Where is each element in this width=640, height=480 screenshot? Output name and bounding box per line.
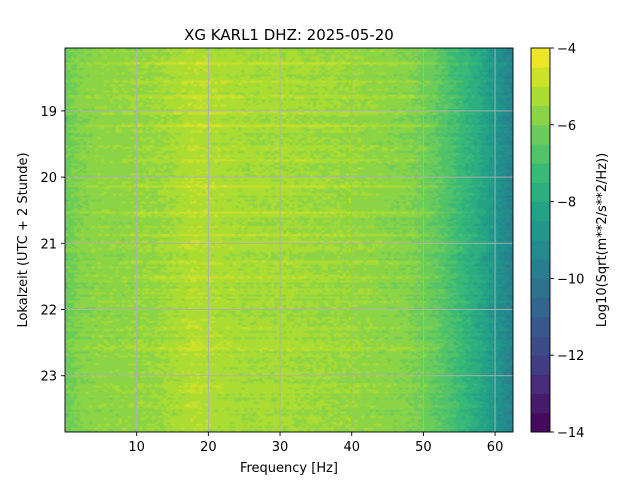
x-tick-label: 30 bbox=[272, 440, 289, 455]
chart-title: XG KARL1 DHZ: 2025-05-20 bbox=[184, 26, 394, 44]
colorbar-frame bbox=[530, 47, 551, 433]
x-tick-label: 40 bbox=[343, 440, 360, 455]
colorbar-tick-label: −12 bbox=[557, 349, 584, 364]
colorbar-level bbox=[531, 163, 550, 183]
x-axis-label: Frequency [Hz] bbox=[240, 461, 338, 476]
colorbar-label: Log10(Sqrt(m**2/s**2/Hz)) bbox=[595, 153, 610, 327]
colorbar-level bbox=[531, 220, 550, 241]
x-tick-label: 60 bbox=[487, 440, 504, 455]
y-axis-ticks: 19 20 21 22 23 bbox=[40, 105, 65, 385]
colorbar-level bbox=[531, 393, 550, 414]
colorbar-level bbox=[531, 259, 550, 279]
colorbar-level bbox=[531, 86, 550, 107]
y-axis-label: Lokalzeit (UTC + 2 Stunde) bbox=[16, 152, 31, 327]
colorbar-tick-label: −14 bbox=[557, 426, 584, 441]
colorbar-level bbox=[531, 278, 550, 299]
colorbar bbox=[531, 48, 550, 433]
colorbar-level bbox=[531, 297, 550, 318]
colorbar-level bbox=[531, 48, 550, 68]
colorbar-tick-label: −10 bbox=[557, 272, 584, 287]
x-tick-label: 20 bbox=[200, 440, 217, 455]
colorbar-level bbox=[531, 412, 550, 433]
colorbar-tick-label: −4 bbox=[557, 42, 576, 57]
colorbar-level bbox=[531, 240, 550, 260]
colorbar-ticks: −4 −6 −8 −10 −12 −14 bbox=[550, 42, 584, 441]
x-tick-label: 10 bbox=[128, 440, 145, 455]
colorbar-level bbox=[531, 374, 550, 395]
heatmap-area bbox=[65, 48, 513, 432]
colorbar-level bbox=[531, 182, 550, 203]
plot-frame bbox=[64, 47, 514, 433]
colorbar-level bbox=[531, 201, 550, 222]
colorbar-level bbox=[531, 355, 550, 375]
y-tick-label: 20 bbox=[40, 171, 57, 186]
y-tick-label: 19 bbox=[40, 105, 57, 120]
colorbar-level bbox=[531, 316, 550, 337]
colorbar-level bbox=[531, 105, 550, 126]
x-axis-ticks: 10 20 30 40 50 60 bbox=[128, 432, 503, 455]
colorbar-tick-label: −6 bbox=[557, 119, 576, 134]
colorbar-level bbox=[531, 124, 550, 145]
y-tick-label: 23 bbox=[40, 370, 57, 385]
x-tick-label: 50 bbox=[415, 440, 432, 455]
colorbar-tick-label: −8 bbox=[557, 196, 576, 211]
colorbar-level bbox=[531, 67, 550, 87]
y-tick-label: 22 bbox=[40, 304, 57, 319]
colorbar-level bbox=[531, 144, 550, 164]
colorbar-level bbox=[531, 336, 550, 356]
y-tick-label: 21 bbox=[40, 237, 57, 252]
heatmap-image bbox=[65, 48, 513, 432]
grid-lines bbox=[65, 48, 513, 432]
